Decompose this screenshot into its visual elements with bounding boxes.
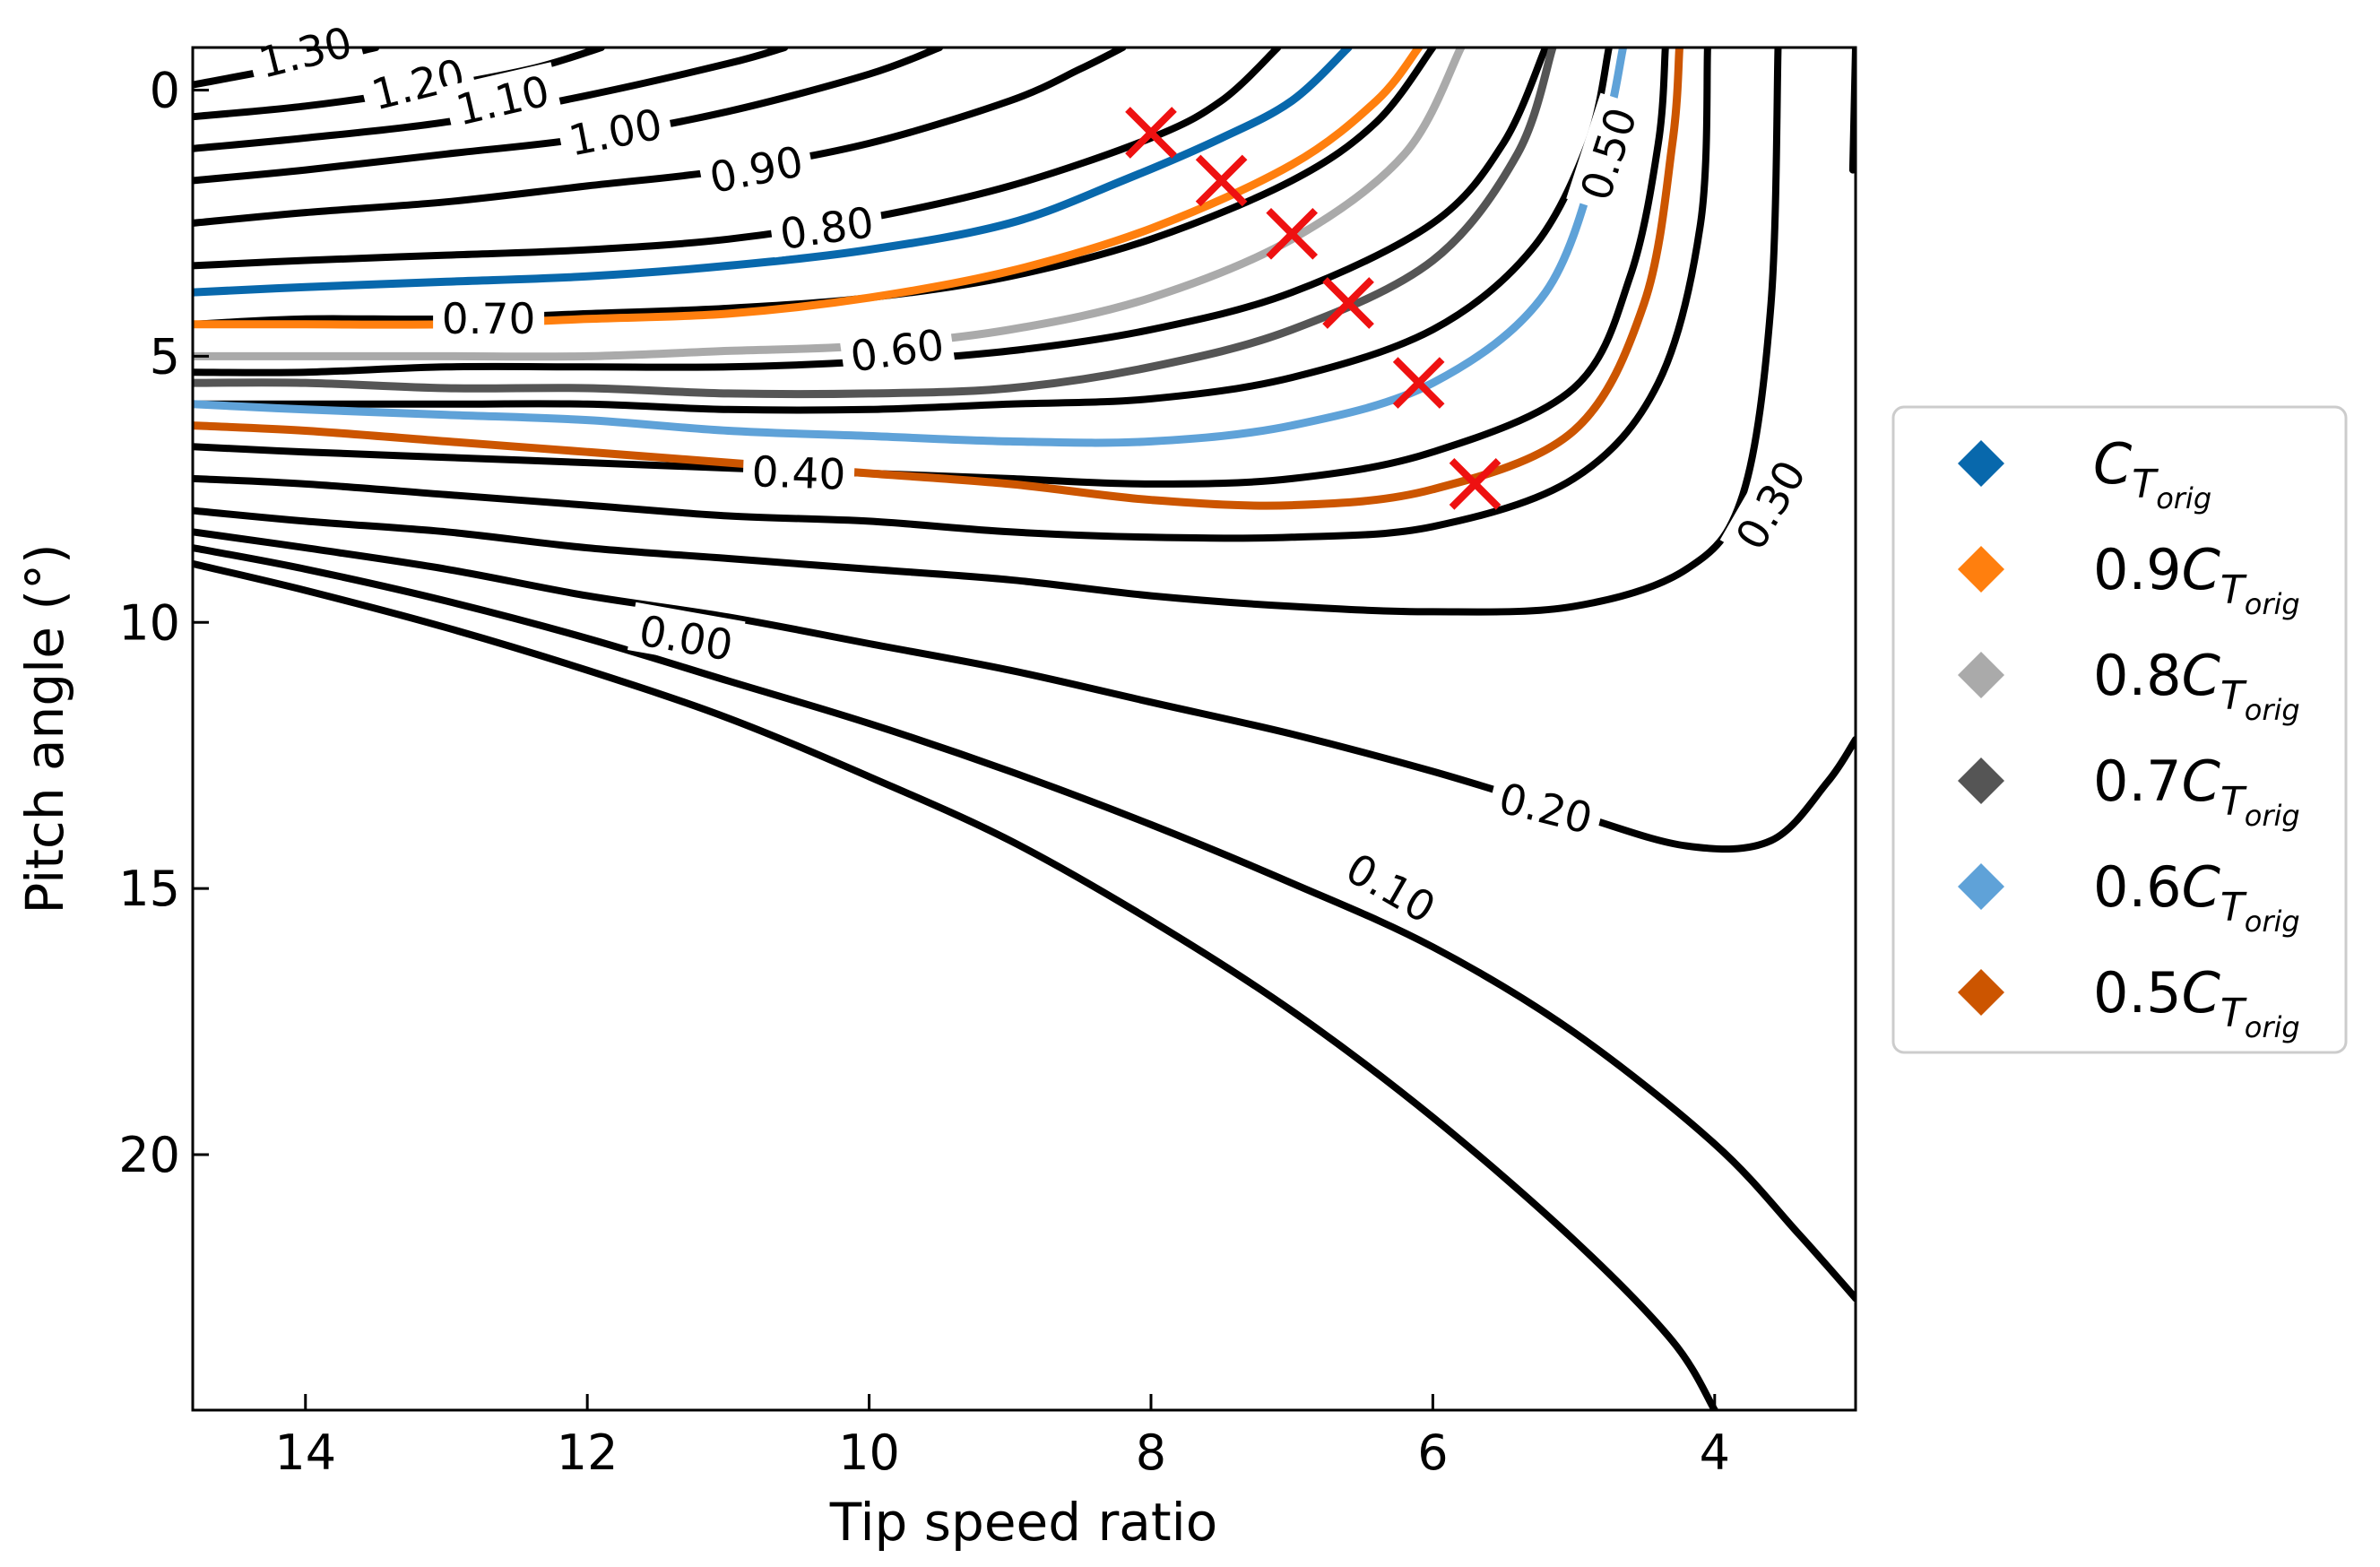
x-tick-label: 8 (1136, 1424, 1166, 1481)
contour-line-0.30 (193, 48, 1782, 616)
contour-label-group: 0.30 (1719, 443, 1818, 565)
x-tick-label: 6 (1417, 1424, 1448, 1481)
contour-label-0.90: 0.90 (705, 137, 807, 203)
legend-box (1891, 405, 2348, 1054)
contour-label-1.30: 1.30 (254, 18, 357, 89)
series-line-1 (193, 48, 1424, 329)
contour-label-bg (556, 95, 675, 165)
contour-label-bg (1486, 768, 1606, 844)
contour-label-group: 0.70 (433, 291, 545, 344)
contour-label-bg (838, 316, 956, 380)
contour-label-0.40: 0.40 (751, 447, 847, 500)
thrust-series-lines (193, 48, 1683, 510)
contour-line-0.10 (193, 544, 1856, 1303)
legend-entry-2: 0.8CTorig (2093, 643, 2300, 727)
series-line-4 (193, 48, 1628, 447)
contour-label-group: 0.40 (742, 444, 856, 500)
contour-line-0.00 (193, 559, 1718, 1410)
contour-lines (193, 48, 1856, 1410)
contour-label-group: 1.30 (245, 13, 365, 89)
y-tick-label: 0 (150, 63, 180, 119)
contour-label-bg (442, 62, 562, 134)
series-line-5 (193, 48, 1683, 510)
contour-label-bg (767, 194, 886, 258)
x-tick-label: 12 (557, 1424, 619, 1481)
legend-entry-1: 0.9CTorig (2093, 537, 2300, 621)
legend-entry-4: 0.6CTorig (2093, 854, 2300, 939)
series-line-3 (193, 48, 1557, 399)
contour-label-1.00: 1.00 (565, 100, 666, 167)
y-tick-label: 10 (118, 594, 180, 651)
contour-label-bg (433, 291, 545, 341)
optimum-marker-4 (1392, 357, 1445, 409)
contour-label-bg (1719, 443, 1818, 565)
y-axis-ticks: 0 5 10 15 20 (118, 63, 209, 1183)
optimum-marker-1 (1195, 154, 1248, 207)
contour-label-bg (742, 444, 856, 498)
x-axis-label: Tip speed ratio (829, 1492, 1217, 1553)
y-tick-label: 15 (118, 861, 180, 917)
optimum-marker-5 (1449, 458, 1502, 510)
contour-label-0.70: 0.70 (442, 295, 536, 344)
legend-marker-4 (1958, 863, 2004, 910)
contour-label-group: 0.50 (1566, 92, 1648, 214)
x-tick-label: 14 (274, 1424, 336, 1481)
y-tick-label: 5 (150, 328, 180, 385)
contour-line-0.50 (193, 48, 1613, 414)
contour-label-0.50: 0.50 (1571, 102, 1648, 207)
contour-label-bg (358, 45, 478, 119)
legend-entry-0: CTorig (2093, 431, 2211, 515)
y-tick-label: 20 (118, 1127, 180, 1183)
contour-label-group: 0.60 (838, 316, 956, 382)
x-tick-label: 4 (1700, 1424, 1730, 1481)
legend: CTorig 0.9CTorig 0.8CTorig 0.7CTorig 0.6CTor… (1891, 405, 2348, 1054)
contour-label-group: 0.00 (627, 602, 746, 671)
contour-label-group: 0.20 (1486, 768, 1606, 844)
x-tick-label: 10 (838, 1424, 900, 1481)
contour-line-0.40 (193, 48, 1669, 488)
legend-marker-3 (1958, 758, 2004, 804)
contour-label-group: 0.90 (697, 133, 816, 203)
plot-frame (191, 46, 1857, 1412)
x-axis-ticks: 14 12 10 8 6 4 (274, 1394, 1730, 1481)
legend-entry-3: 0.7CTorig (2093, 749, 2300, 833)
series-line-0 (193, 48, 1353, 297)
legend-entry-5: 0.5CTorig (2093, 960, 2300, 1044)
optimum-marker-0 (1125, 107, 1177, 159)
contour-label-group: 1.00 (556, 95, 675, 167)
contour-label-bg (1331, 837, 1452, 935)
legend-marker-5 (1958, 969, 2004, 1016)
optimum-markers (1125, 107, 1502, 510)
legend-marker-2 (1958, 652, 2004, 698)
legend-marker-0 (1958, 440, 2004, 487)
y-axis-label: Pitch angle (°) (14, 543, 75, 913)
legend-marker-1 (1958, 546, 2004, 593)
contour-label-bg (245, 13, 365, 88)
contour-line-0.20 (193, 528, 1856, 853)
optimum-marker-3 (1322, 277, 1374, 329)
contour-line-0.35 (193, 48, 1711, 542)
optimum-marker-2 (1266, 207, 1319, 260)
contour-label-0.20: 0.20 (1494, 774, 1597, 844)
contour-label-bg (697, 133, 816, 202)
contour-label-bg (627, 602, 746, 670)
contour-label-bg (1566, 92, 1647, 214)
